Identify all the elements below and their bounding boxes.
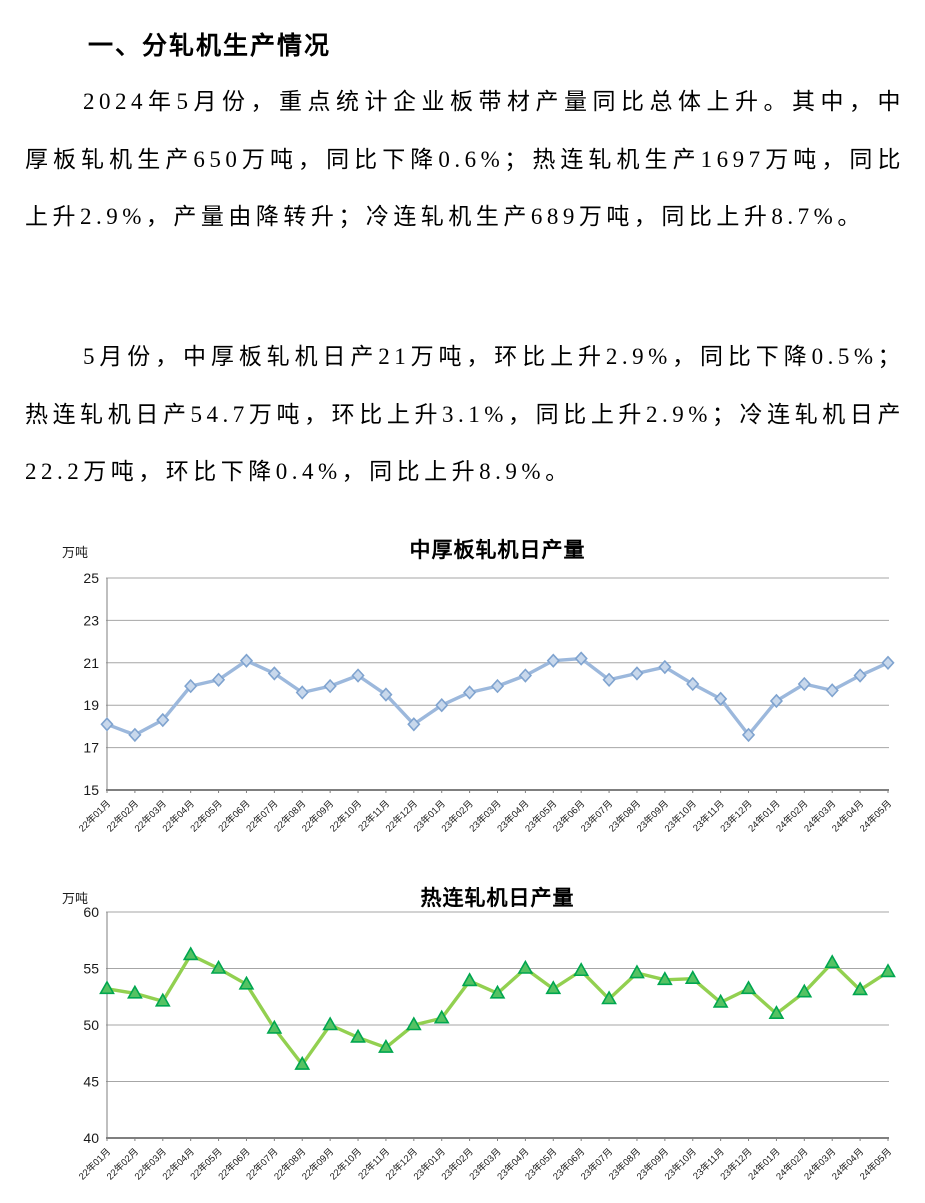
paragraph-daily-production: 5月份，中厚板轧机日产21万吨，环比上升2.9%，同比下降0.5%；热连轧机日产… (25, 344, 905, 484)
chart-medium-plate-mill-plot: 25 23 21 19 17 1522年01月22年02月22年03月22年04月22年0… (76, 570, 895, 835)
triangle-markers (99, 946, 896, 1070)
chart-y-axis-unit-label: 万吨 (62, 545, 89, 560)
svg-text:15: 15 (83, 782, 99, 798)
svg-text:50: 50 (83, 1017, 99, 1033)
x-axis-ticks (106, 1138, 889, 1141)
chart-hot-strip-mill-plot: 60 55 50 45 4022年01月22年02月22年03月22年04月22年05月… (76, 904, 896, 1183)
svg-text:40: 40 (83, 1130, 99, 1146)
chart-y-axis-unit-label: 万吨 (62, 891, 89, 906)
diamond-markers (100, 651, 895, 743)
svg-text:23: 23 (83, 612, 99, 628)
chart-medium-plate-mill-daily-output: 25 23 21 19 17 15 22年01月 22年02月 22年03月 22年04月 22年0… (22, 532, 908, 850)
chart-title: 热连轧机日产量 (420, 886, 575, 910)
x-axis-ticks (106, 790, 889, 793)
chart-title: 中厚板轧机日产量 (409, 538, 586, 562)
x-axis-labels: 22年01月22年02月22年03月22年04月22年05月22年06月22年0… (76, 1146, 894, 1183)
svg-text:21: 21 (83, 655, 99, 671)
x-axis-labels: 22年01月22年02月22年03月22年04月22年05月22年06月22年0… (76, 798, 894, 835)
svg-text:19: 19 (83, 697, 99, 713)
svg-text:45: 45 (83, 1074, 99, 1090)
svg-text:55: 55 (83, 961, 99, 977)
y-axis-labels: 25 23 21 19 17 15 (83, 570, 99, 798)
section-heading: 一、分轧机生产情况 (88, 33, 332, 60)
svg-text:60: 60 (83, 904, 99, 920)
gridlines (106, 911, 889, 1141)
svg-text:25: 25 (83, 570, 99, 586)
y-axis-labels: 60 55 50 45 40 (83, 904, 99, 1146)
paragraph-monthly-production: 2024年5月份，重点统计企业板带材产量同比总体上升。其中，中厚板轧机生产650… (25, 89, 905, 229)
svg-text:17: 17 (83, 740, 99, 756)
series-line (105, 656, 890, 737)
chart-hot-strip-mill-daily-output: 60 55 50 45 40 22年01月 22年02月 22年03月 22年04月 22年05月… (22, 874, 908, 1203)
